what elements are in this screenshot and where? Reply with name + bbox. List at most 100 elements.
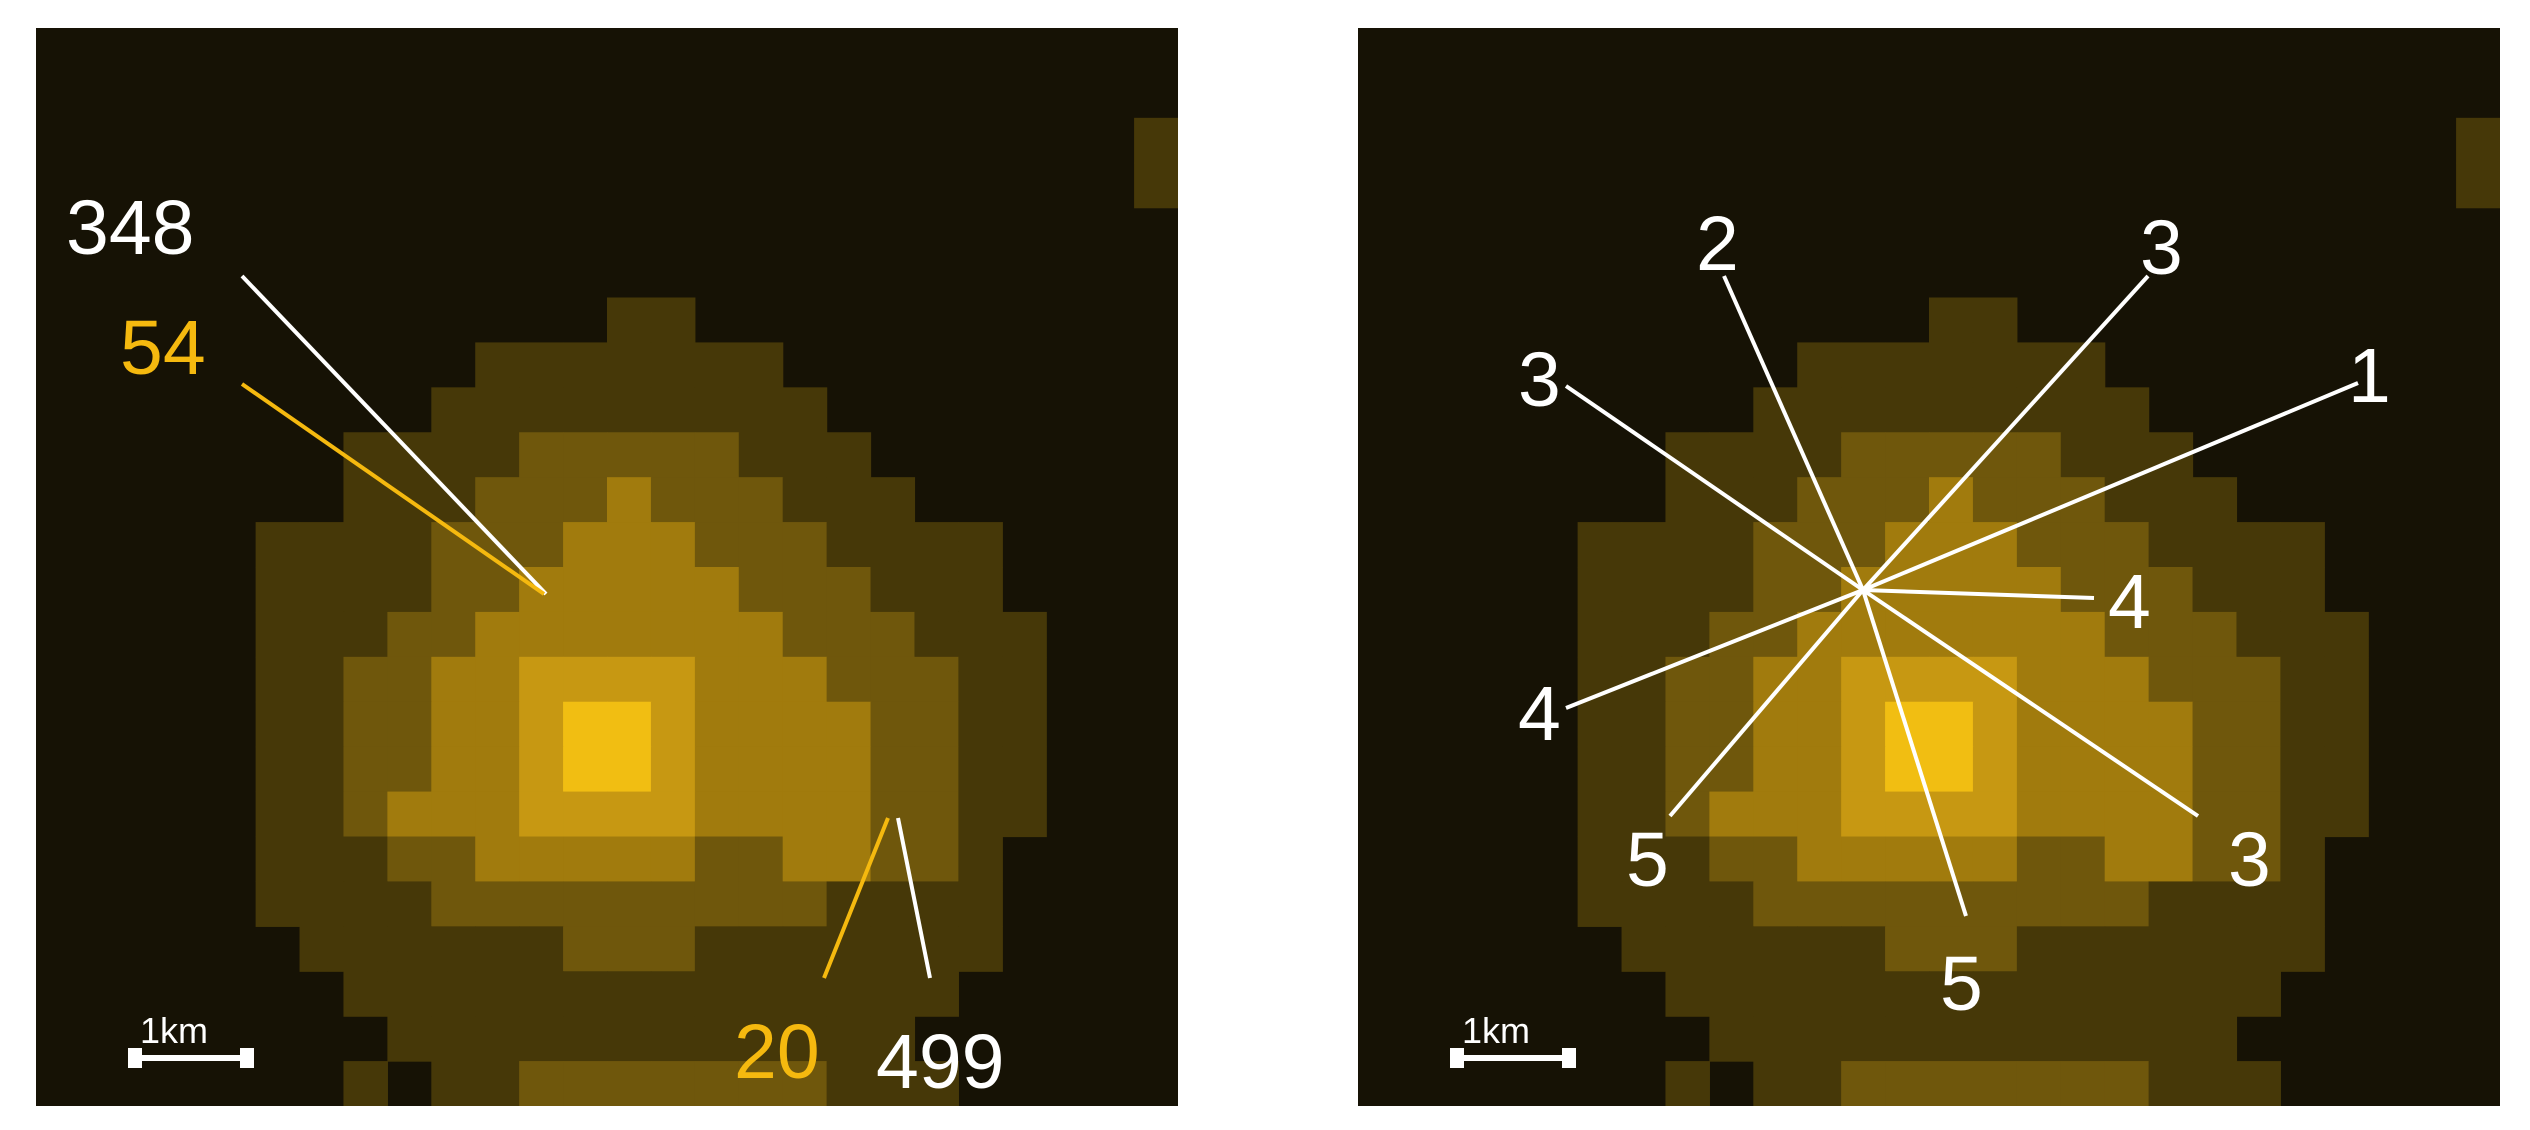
heat-cell (826, 477, 872, 523)
heat-cell (475, 836, 520, 883)
heat-cell (1929, 567, 1974, 613)
scale-bar-line (1452, 1055, 1574, 1061)
heat-cell (2236, 881, 2281, 927)
heat-cell (387, 791, 432, 838)
heat-cell (738, 656, 784, 703)
heat-cell (2060, 881, 2106, 927)
heat-cell (1797, 971, 1842, 1017)
heat-cell (738, 477, 784, 523)
heat-cell (2192, 791, 2238, 838)
ray-label-1: 1 (2348, 333, 2391, 419)
heat-cell (782, 522, 828, 568)
heat-cell (387, 567, 432, 613)
heat-cell (2148, 1061, 2194, 1106)
heat-cell (2060, 432, 2106, 478)
heat-cell (694, 1016, 740, 1062)
heat-cell (1972, 297, 2018, 344)
heat-cell (1841, 746, 1886, 793)
heat-cell (1972, 1016, 2018, 1062)
heat-cell (1753, 791, 1798, 838)
heat-cell (826, 926, 872, 972)
heat-cell (1753, 746, 1798, 793)
heat-cell (738, 387, 784, 433)
heat-cell (738, 611, 784, 658)
heat-cell (2016, 1061, 2062, 1106)
heat-cell (870, 701, 916, 748)
heat-cell (563, 701, 608, 748)
heat-cell (1885, 387, 1930, 433)
heat-cell (782, 1061, 828, 1106)
heat-cell (2280, 522, 2325, 568)
heat-cell (387, 926, 432, 972)
heat-cell (2104, 926, 2150, 972)
heat-cell (1929, 432, 1974, 478)
heat-cell (563, 432, 608, 478)
heat-cell (387, 432, 432, 478)
heat-cell (2016, 1016, 2062, 1062)
heat-cell (1665, 522, 1710, 568)
heat-cell (519, 701, 564, 748)
heat-cell (607, 971, 652, 1017)
heat-cell (2148, 971, 2194, 1017)
heat-cell (2236, 656, 2281, 703)
heat-cell (475, 611, 520, 658)
heat-cell (958, 611, 1003, 658)
heat-cell (650, 881, 696, 927)
heat-cell (738, 926, 784, 972)
heat-cell (2192, 477, 2238, 523)
heat-cell (343, 477, 388, 523)
heat-cell (1753, 1061, 1798, 1106)
heat-cell (1841, 522, 1886, 568)
heat-cell (1797, 746, 1842, 793)
heat-cell (2280, 611, 2325, 658)
heat-cell (826, 432, 872, 478)
heat-cell (782, 567, 828, 613)
heat-cell (1972, 477, 2018, 523)
heat-cell (607, 701, 652, 748)
callout-label-54: 54 (120, 305, 206, 391)
heat-cell (1929, 656, 1974, 703)
ray-labels: 2 3 3 1 4 4 5 3 5 (1518, 201, 2391, 1027)
heat-cell (475, 387, 520, 433)
heat-cell (2456, 162, 2500, 209)
heat-cell (255, 836, 301, 883)
heat-cell (387, 1016, 432, 1062)
heat-cell (1753, 1016, 1798, 1062)
heat-cell (2324, 611, 2369, 658)
heat-cell (782, 656, 828, 703)
heat-cell (1709, 881, 1754, 927)
heat-cell (299, 836, 345, 883)
heat-cell (1929, 791, 1974, 838)
heat-cell (694, 791, 740, 838)
heat-cell (607, 342, 652, 388)
heat-cell (1797, 926, 1842, 972)
heat-cell (1621, 701, 1667, 748)
heat-cell (738, 701, 784, 748)
heat-cell (2148, 567, 2194, 613)
heat-cell (2324, 656, 2369, 703)
heat-cell (1709, 926, 1754, 972)
heat-cell (1841, 1061, 1886, 1106)
heat-cell (299, 567, 345, 613)
heat-cell (870, 1016, 916, 1062)
heat-cell (1885, 971, 1930, 1017)
heat-cell (475, 926, 520, 972)
heat-cell (1709, 746, 1754, 793)
heat-cell (1002, 746, 1047, 793)
heat-cell (1841, 342, 1886, 388)
heat-cell (1929, 297, 1974, 344)
heat-cell (1002, 791, 1047, 838)
heat-cell (2104, 791, 2150, 838)
heat-cell (563, 1061, 608, 1106)
heat-cell (826, 522, 872, 568)
callout-line-499 (896, 817, 932, 979)
heat-cell (2016, 656, 2062, 703)
heat-cell (475, 701, 520, 748)
heat-cell (2236, 701, 2281, 748)
heat-cell (2148, 836, 2194, 883)
heat-cell (2016, 746, 2062, 793)
heat-cell (563, 611, 608, 658)
heat-cell (2148, 881, 2194, 927)
heat-cell (782, 701, 828, 748)
scale-bar-end-left (1450, 1048, 1464, 1068)
